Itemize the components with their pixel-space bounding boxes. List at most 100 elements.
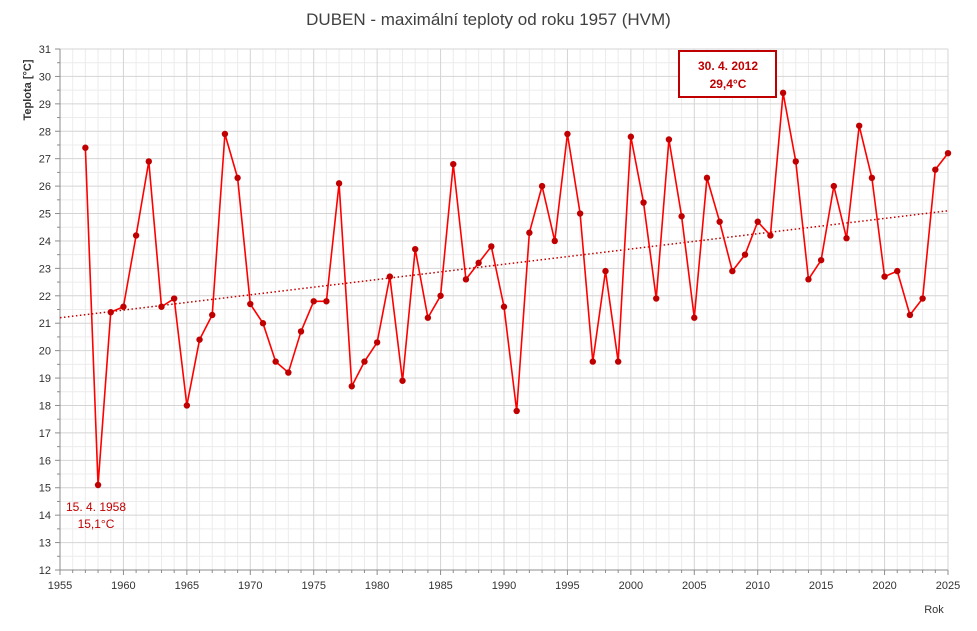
data-point	[450, 160, 457, 168]
x-tick-label: 2005	[682, 580, 706, 592]
x-tick-label: 1980	[365, 580, 389, 592]
data-point	[843, 235, 850, 242]
data-point	[894, 267, 901, 275]
y-tick-label: 12	[39, 565, 51, 577]
y-tick-label: 31	[39, 44, 51, 56]
data-point	[640, 199, 647, 206]
x-tick-label: 1955	[48, 580, 72, 592]
data-point	[602, 267, 609, 275]
y-tick-label: 14	[39, 510, 51, 522]
min-annotation-date: 15. 4. 1958	[66, 500, 126, 514]
data-point	[500, 303, 508, 310]
data-point	[335, 180, 343, 187]
data-point	[792, 158, 799, 165]
y-tick-label: 23	[39, 263, 51, 275]
data-point	[868, 174, 876, 182]
x-tick-label: 1990	[492, 580, 516, 592]
data-point	[526, 229, 533, 236]
min-annotation-value: 15,1°C	[78, 517, 115, 531]
y-tick-label: 30	[39, 71, 51, 83]
data-point	[361, 358, 368, 365]
data-point	[120, 303, 127, 310]
data-point	[323, 298, 330, 305]
data-point	[767, 232, 774, 239]
data-point	[589, 358, 596, 365]
data-point	[234, 174, 241, 182]
data-point	[881, 273, 888, 280]
data-point	[551, 237, 558, 245]
y-tick-label: 25	[39, 209, 51, 221]
x-tick-label: 1975	[301, 580, 325, 592]
y-tick-label: 26	[39, 181, 51, 193]
y-tick-label: 24	[39, 236, 51, 248]
y-tick-label: 15	[39, 483, 51, 495]
data-point	[805, 276, 812, 283]
data-point	[297, 328, 305, 335]
y-tick-label: 18	[39, 400, 51, 412]
data-point	[729, 267, 736, 275]
data-point	[576, 210, 584, 217]
y-tick-label: 20	[39, 346, 51, 358]
data-point	[437, 292, 444, 299]
max-annotation-date: 30. 4. 2012	[698, 59, 758, 73]
max-annotation-box	[678, 50, 777, 98]
data-point	[665, 136, 673, 143]
data-point	[932, 166, 939, 173]
data-point	[158, 303, 165, 310]
data-point	[170, 295, 178, 302]
x-tick-label: 1985	[428, 580, 452, 592]
y-tick-label: 28	[39, 126, 51, 138]
x-tick-label: 2000	[619, 580, 643, 592]
data-point	[488, 243, 495, 250]
x-tick-label: 2015	[809, 580, 833, 592]
data-point	[614, 358, 622, 365]
data-point	[310, 298, 317, 305]
x-tick-label: 1965	[175, 580, 199, 592]
data-point	[107, 309, 114, 316]
data-point	[412, 245, 419, 253]
data-point	[906, 311, 914, 319]
y-tick-label: 13	[39, 538, 51, 550]
data-point	[183, 402, 191, 409]
x-tick-label: 2010	[745, 580, 769, 592]
max-annotation-value: 29,4°C	[710, 77, 747, 91]
data-point	[145, 158, 152, 165]
data-point	[627, 133, 635, 140]
data-point	[348, 383, 355, 390]
data-point	[221, 130, 229, 138]
data-point	[513, 407, 520, 415]
data-point	[944, 150, 952, 157]
data-point	[678, 213, 685, 220]
y-tick-label: 29	[39, 99, 51, 111]
data-point	[830, 182, 838, 190]
data-point	[754, 218, 761, 225]
x-tick-label: 1960	[111, 580, 135, 592]
data-point	[259, 320, 267, 327]
y-tick-label: 19	[39, 373, 51, 385]
data-point	[475, 259, 482, 267]
data-point	[716, 218, 723, 225]
data-point	[703, 174, 711, 182]
data-point	[132, 232, 140, 239]
y-tick-label: 21	[39, 318, 51, 330]
x-tick-labels: 1955 1960 1965 1970 1975 1980 1985 1990 1995 2000…	[48, 580, 960, 592]
data-point	[691, 314, 698, 321]
y-tick-label: 16	[39, 455, 51, 467]
y-tick-label: 22	[39, 291, 51, 303]
x-axis-title: Rok	[924, 604, 944, 616]
data-point	[82, 144, 89, 151]
data-point	[373, 339, 381, 346]
data-point	[779, 89, 787, 97]
data-point	[919, 295, 926, 302]
data-point	[386, 273, 394, 280]
data-point	[209, 311, 216, 319]
data-point	[424, 314, 432, 321]
x-tick-label: 1995	[555, 580, 579, 592]
data-point	[399, 377, 406, 384]
data-point	[247, 300, 254, 308]
data-point	[94, 481, 102, 489]
data-point	[741, 251, 749, 258]
y-axis-title: Teplota [°C]	[22, 59, 34, 120]
max-annotation: 30. 4. 2012 29,4°C	[678, 50, 777, 98]
